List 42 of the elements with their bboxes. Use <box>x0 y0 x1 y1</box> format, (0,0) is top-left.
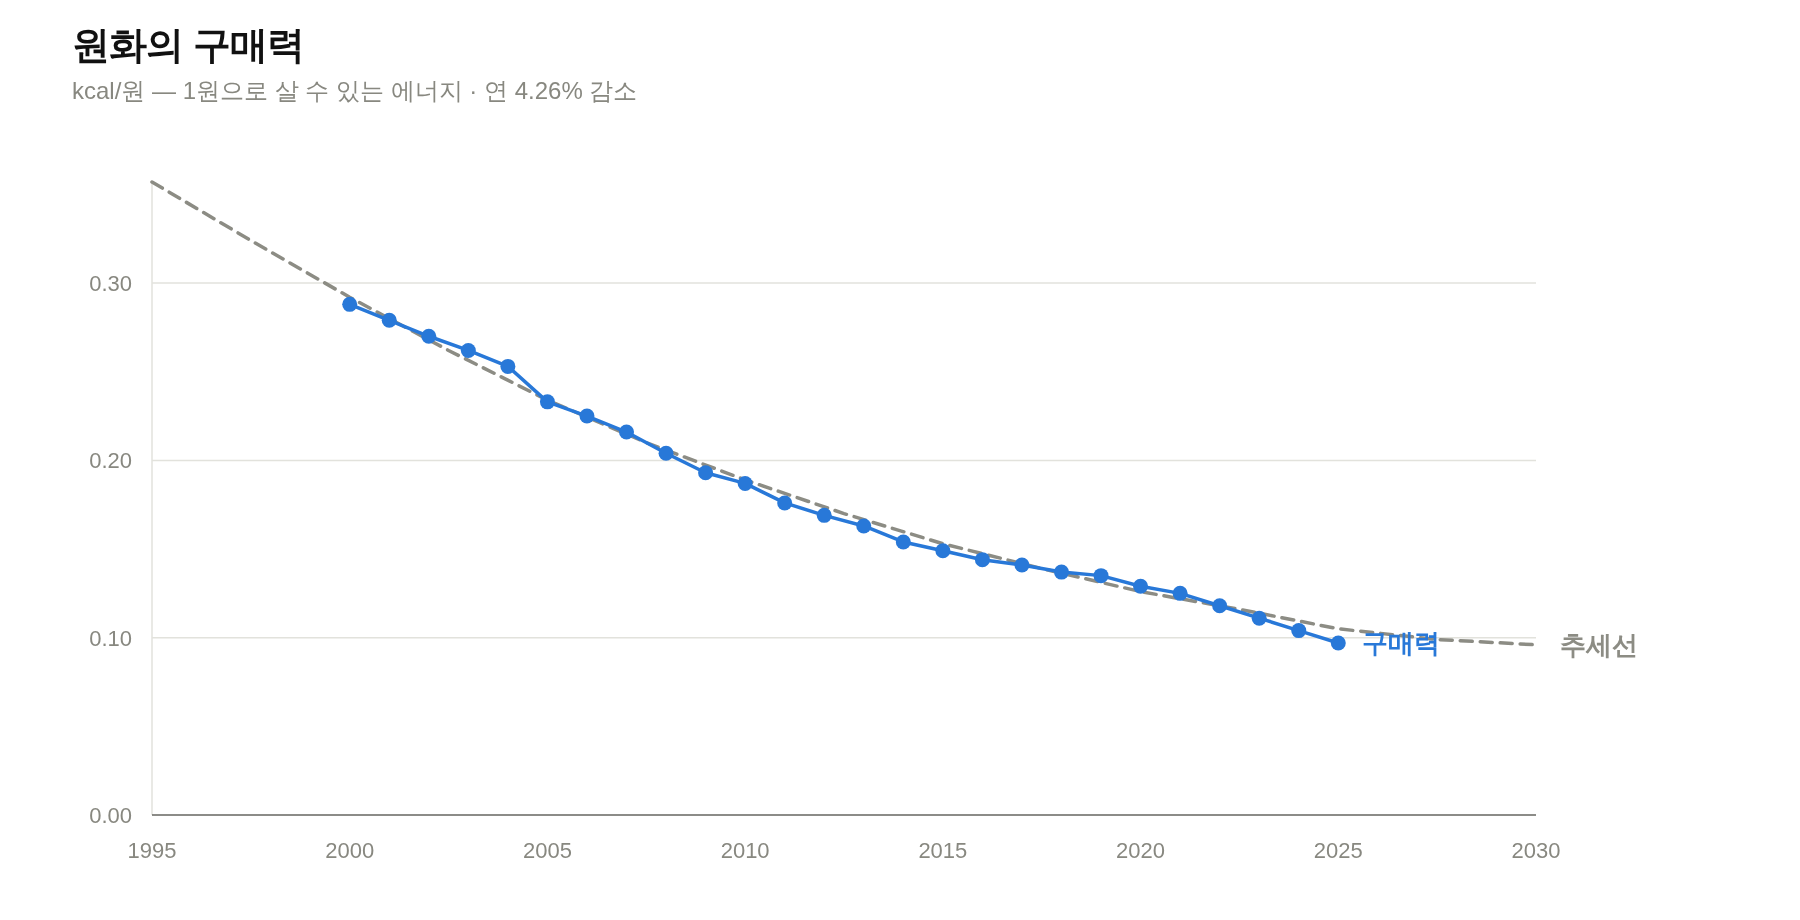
y-tick-label: 0.00 <box>89 803 132 828</box>
point <box>1172 585 1188 601</box>
point <box>342 296 358 312</box>
point <box>856 518 872 534</box>
x-tick-label: 2030 <box>1511 838 1561 863</box>
x-tick-label: 2000 <box>325 838 375 863</box>
point <box>1291 623 1307 639</box>
series-label: 추세선 <box>1560 629 1638 660</box>
y-tick-label: 0.10 <box>89 625 132 651</box>
x-tick-label: 2025 <box>1313 838 1363 863</box>
point <box>658 445 674 461</box>
point <box>1212 598 1228 614</box>
point <box>1133 578 1149 594</box>
point <box>579 408 595 424</box>
point <box>500 358 516 374</box>
chart-title: 원화의 구매력 <box>72 24 304 66</box>
point <box>698 465 714 481</box>
point <box>539 394 555 410</box>
y-tick-label: 0.30 <box>89 271 132 297</box>
point <box>895 534 911 550</box>
point <box>1053 564 1069 580</box>
point <box>421 328 437 344</box>
x-tick-label: 2015 <box>918 838 968 863</box>
point <box>1093 568 1109 584</box>
x-tick-label: 2020 <box>1116 838 1166 863</box>
point <box>737 475 753 491</box>
point <box>816 507 832 523</box>
point <box>1014 557 1030 573</box>
point <box>381 312 397 328</box>
point <box>619 424 635 440</box>
x-tick-label: 2010 <box>720 838 770 863</box>
chart-subtitle: kcal/원 — 1원으로 살 수 있는 에너지 · 연 4.26% 감소 <box>72 77 638 104</box>
point <box>935 543 951 559</box>
point <box>777 495 793 511</box>
x-tick-label: 2005 <box>522 838 572 863</box>
y-tick-label: 0.20 <box>89 448 132 474</box>
point <box>1330 635 1346 651</box>
series-label: 구매력 <box>1362 628 1441 659</box>
point <box>974 552 990 568</box>
x-tick-label: 1995 <box>127 838 177 863</box>
point <box>1251 610 1267 626</box>
point <box>460 342 476 358</box>
